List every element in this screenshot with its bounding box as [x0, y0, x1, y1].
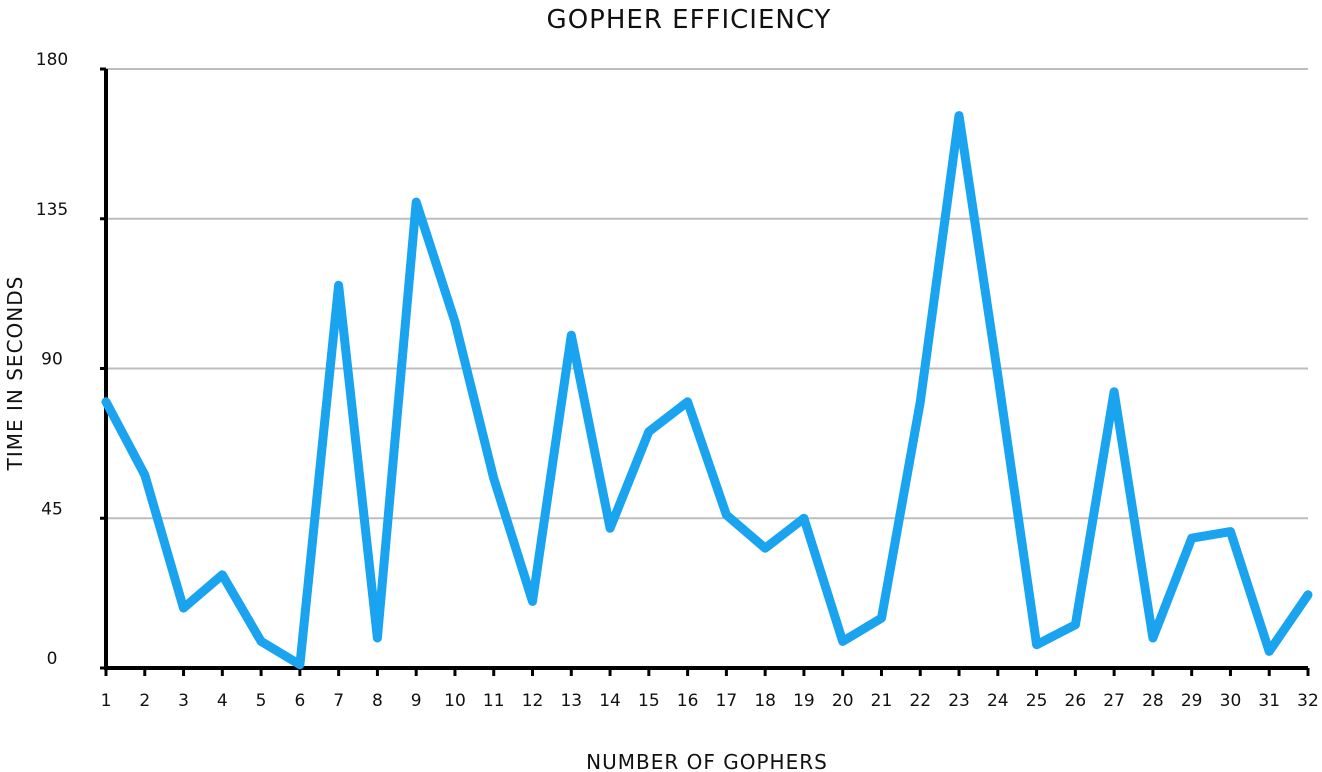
x-axis-label: NUMBER OF GOPHERS: [586, 750, 828, 772]
x-tick-label: 8: [372, 691, 383, 711]
x-tick-label: 23: [948, 691, 970, 711]
data-point: [608, 526, 613, 531]
data-point: [1150, 636, 1155, 641]
data-point: [530, 599, 535, 604]
data-point: [801, 516, 806, 521]
data-point: [1267, 649, 1272, 654]
grid-lines: [106, 68, 1308, 520]
x-tick-label: 19: [793, 691, 815, 711]
x-tick-label: 18: [754, 691, 776, 711]
data-point: [724, 512, 729, 517]
x-tick-label: 5: [256, 691, 267, 711]
chart-title: GOPHER EFFICIENCY: [547, 5, 832, 35]
data-point: [491, 476, 496, 481]
x-tick-label: 30: [1220, 691, 1242, 711]
data-point: [414, 200, 419, 205]
x-tick-label: 2: [139, 691, 150, 711]
x-tick-label: 22: [909, 691, 931, 711]
y-tick-label: 45: [41, 499, 63, 519]
x-tick-label: 14: [599, 691, 621, 711]
x-tick-label: 28: [1142, 691, 1164, 711]
series-lines: [101, 111, 1313, 670]
x-tick-label: 7: [333, 691, 344, 711]
data-point: [181, 606, 186, 611]
data-point: [879, 616, 884, 621]
data-point: [646, 429, 651, 434]
x-tick-label: 16: [677, 691, 699, 711]
data-point: [142, 472, 147, 477]
data-point: [569, 333, 574, 338]
y-tick-label: 0: [47, 649, 58, 669]
data-point: [763, 546, 768, 551]
x-tick-label: 1: [101, 691, 112, 711]
data-point: [297, 662, 302, 667]
x-tick-label: 21: [871, 691, 893, 711]
data-point: [259, 639, 264, 644]
x-tick-label: 4: [217, 691, 228, 711]
data-point: [375, 636, 380, 641]
y-tick-label: 135: [36, 200, 68, 220]
x-tick-label: 32: [1297, 691, 1319, 711]
data-point: [104, 399, 108, 404]
data-point: [1112, 389, 1117, 394]
axes: [100, 67, 1310, 676]
data-point: [840, 639, 845, 644]
x-tick-label: 20: [832, 691, 854, 711]
y-axis-label: TIME IN SECONDS: [3, 276, 27, 472]
data-point: [220, 572, 225, 577]
y-tick-label: 90: [41, 350, 63, 370]
x-tick-label: 10: [444, 691, 466, 711]
data-point: [1034, 642, 1039, 647]
x-tick-label: 31: [1258, 691, 1280, 711]
data-point: [336, 283, 341, 288]
data-point: [957, 113, 962, 118]
x-tick-label: 6: [294, 691, 305, 711]
data-point: [995, 373, 1000, 378]
x-tick-label: 17: [716, 691, 738, 711]
y-tick-label: 180: [36, 50, 68, 70]
x-tick-label: 15: [638, 691, 660, 711]
x-tick-label: 3: [178, 691, 189, 711]
y-tick-labels: 0 45 90 135 180: [36, 50, 68, 669]
x-tick-labels: 1 2 3 4 5 6 7 8 9 10 11 12 13 14 15 16 17 18 19 20 21 22 23 24 2…: [101, 691, 1319, 711]
x-tick-label: 12: [522, 691, 544, 711]
x-tick-label: 11: [483, 691, 505, 711]
x-tick-label: 26: [1065, 691, 1087, 711]
x-tick-label: 24: [987, 691, 1009, 711]
x-tick-label: 27: [1103, 691, 1125, 711]
data-point: [685, 399, 690, 404]
data-point: [918, 399, 923, 404]
data-point: [452, 319, 457, 324]
x-tick-label: 25: [1026, 691, 1048, 711]
x-tick-label: 13: [560, 691, 582, 711]
data-point: [1228, 529, 1233, 534]
x-tick-label: 29: [1181, 691, 1203, 711]
data-point: [1306, 592, 1310, 597]
data-point: [1189, 536, 1194, 541]
series-line: [101, 111, 1313, 670]
x-tick-label: 9: [411, 691, 422, 711]
data-point: [1073, 622, 1078, 627]
